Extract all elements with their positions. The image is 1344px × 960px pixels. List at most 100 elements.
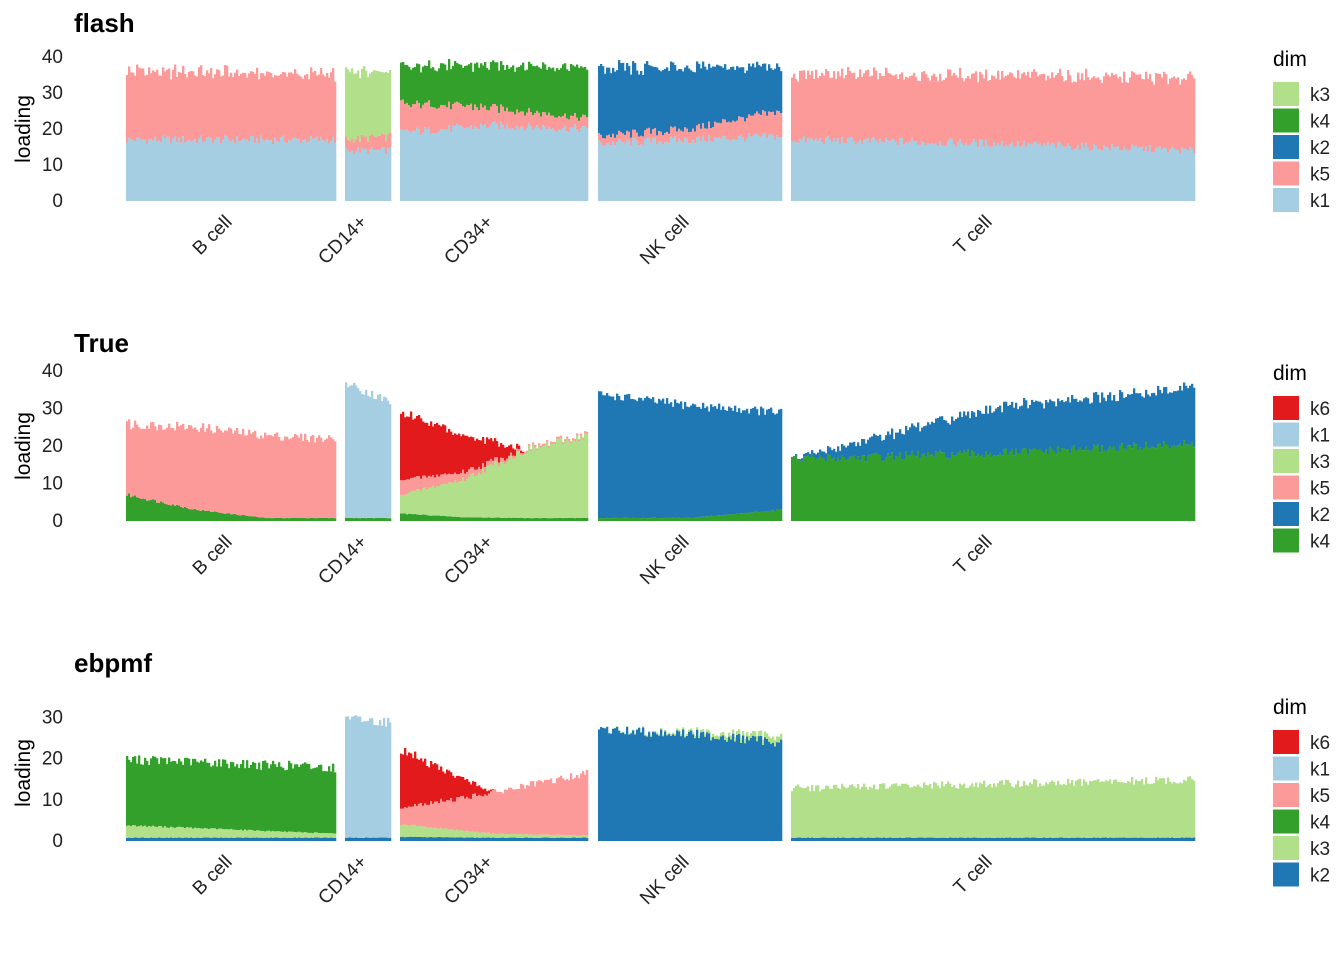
bar-segment-k5 bbox=[780, 113, 783, 138]
bar-segment-k3 bbox=[570, 443, 573, 518]
bar-segment-k3 bbox=[556, 834, 559, 838]
bar-segment-k1 bbox=[684, 137, 687, 201]
bar-segment-k3 bbox=[1023, 780, 1026, 838]
bar-segment-k2 bbox=[839, 837, 842, 841]
bar-segment-k5 bbox=[1109, 76, 1112, 151]
bar-segment-k4 bbox=[134, 495, 137, 521]
bar-segment-k5 bbox=[726, 122, 729, 140]
bar-segment-k4 bbox=[823, 458, 826, 521]
bar-segment-k3 bbox=[389, 69, 392, 133]
bar-segment-k2 bbox=[578, 837, 581, 841]
bar-segment-k3 bbox=[1107, 781, 1110, 838]
bar-segment-k3 bbox=[925, 785, 928, 838]
bar-segment-k5 bbox=[833, 71, 836, 139]
bar-segment-k2 bbox=[708, 63, 711, 122]
bar-segment-k3 bbox=[584, 432, 587, 518]
bar-segment-k2 bbox=[760, 406, 763, 511]
bar-segment-k4 bbox=[1091, 449, 1094, 521]
bar-segment-k2 bbox=[1155, 395, 1158, 449]
bar-segment-k2 bbox=[200, 837, 203, 841]
bar-segment-k6 bbox=[470, 784, 473, 799]
bar-segment-k4 bbox=[772, 510, 775, 521]
bar-segment-k1 bbox=[748, 133, 751, 201]
bar-segment-k1 bbox=[351, 149, 354, 201]
bar-segment-k3 bbox=[498, 833, 501, 838]
bar-segment-k1 bbox=[347, 716, 350, 838]
bar-segment-k4 bbox=[578, 67, 581, 121]
bar-segment-k3 bbox=[1191, 779, 1194, 838]
bar-segment-k4 bbox=[989, 452, 992, 521]
bar-segment-k2 bbox=[744, 743, 747, 841]
bar-segment-k2 bbox=[953, 420, 956, 456]
bar-segment-k2 bbox=[885, 435, 888, 458]
bar-segment-k1 bbox=[1115, 147, 1118, 201]
bar-segment-k2 bbox=[460, 837, 463, 841]
bar-segment-k3 bbox=[1021, 786, 1024, 838]
bar-segment-k4 bbox=[152, 499, 155, 521]
bar-segment-k5 bbox=[498, 462, 501, 467]
bar-segment-k3 bbox=[406, 825, 409, 837]
bar-segment-k5 bbox=[584, 774, 587, 836]
bar-segment-k4 bbox=[472, 517, 475, 521]
bar-segment-k4 bbox=[1183, 440, 1186, 521]
bar-segment-k1 bbox=[909, 141, 912, 201]
bar-segment-k2 bbox=[728, 69, 731, 122]
bar-segment-k1 bbox=[642, 144, 645, 201]
bar-segment-k3 bbox=[766, 733, 769, 739]
bar-segment-k1 bbox=[430, 133, 433, 201]
bar-segment-k2 bbox=[1125, 837, 1128, 841]
bar-segment-k3 bbox=[829, 788, 832, 838]
bar-segment-k1 bbox=[923, 142, 926, 201]
bar-segment-k5 bbox=[1015, 78, 1018, 146]
bar-segment-k1 bbox=[805, 142, 808, 201]
bar-segment-k1 bbox=[365, 721, 368, 838]
bar-segment-k5 bbox=[304, 75, 307, 140]
bar-segment-k5 bbox=[901, 72, 904, 139]
bar-segment-k5 bbox=[542, 782, 545, 835]
bar-segment-k4 bbox=[1193, 447, 1196, 521]
bar-segment-k1 bbox=[502, 125, 505, 201]
bar-segment-k2 bbox=[604, 73, 607, 139]
bar-segment-k2 bbox=[1185, 385, 1188, 445]
y-tick-label: 30 bbox=[42, 707, 63, 728]
bar-segment-k1 bbox=[883, 142, 886, 201]
bar-segment-k2 bbox=[326, 837, 329, 841]
bar-segment-k2 bbox=[801, 458, 804, 461]
bar-segment-k4 bbox=[238, 768, 241, 830]
bar-segment-k3 bbox=[823, 788, 826, 838]
bar-segment-k2 bbox=[762, 408, 765, 512]
bar-segment-k5 bbox=[478, 466, 481, 473]
bar-segment-k2 bbox=[752, 735, 755, 841]
bar-segment-k4 bbox=[180, 506, 183, 521]
bar-segment-k2 bbox=[1023, 837, 1026, 841]
legend-label: k2 bbox=[1310, 866, 1330, 887]
bar-segment-k2 bbox=[706, 732, 709, 841]
bar-segment-k4 bbox=[298, 766, 301, 832]
bar-segment-k1 bbox=[638, 145, 641, 201]
bar-segment-k2 bbox=[879, 837, 882, 841]
bar-segment-k1 bbox=[286, 143, 289, 201]
bar-segment-k2 bbox=[690, 405, 693, 518]
bar-segment-k2 bbox=[977, 409, 980, 455]
bar-segment-k2 bbox=[284, 837, 287, 841]
bar-segment-k3 bbox=[913, 786, 916, 838]
bar-group-cd34- bbox=[400, 411, 589, 521]
bar-segment-k4 bbox=[636, 518, 639, 521]
bar-segment-k3 bbox=[550, 835, 553, 838]
bar-segment-k3 bbox=[264, 831, 267, 838]
bar-segment-k3 bbox=[256, 830, 259, 838]
bar-segment-k5 bbox=[997, 70, 1000, 144]
bar-segment-k3 bbox=[905, 783, 908, 838]
legend-label: k5 bbox=[1310, 786, 1330, 807]
bar-segment-k3 bbox=[546, 441, 549, 519]
bar-segment-k5 bbox=[170, 428, 173, 506]
bar-segment-k4 bbox=[460, 64, 463, 104]
bar-segment-k2 bbox=[586, 837, 589, 841]
bar-segment-k4 bbox=[530, 518, 533, 521]
bar-segment-k1 bbox=[672, 138, 675, 201]
bar-segment-k3 bbox=[969, 785, 972, 838]
y-tick-label: 10 bbox=[42, 155, 63, 176]
bar-segment-k3 bbox=[1101, 781, 1104, 838]
bar-segment-k5 bbox=[128, 419, 131, 494]
bar-segment-k3 bbox=[236, 830, 239, 838]
